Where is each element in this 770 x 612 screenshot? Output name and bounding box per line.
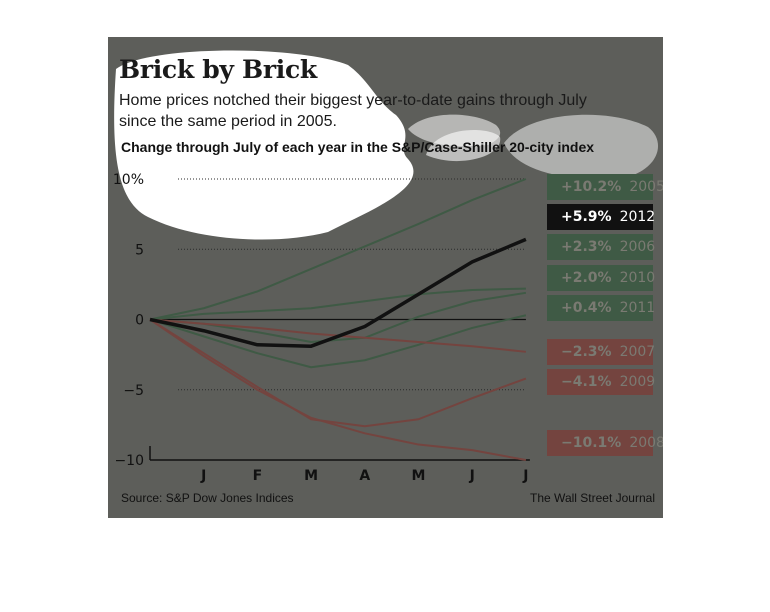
- y-tick-label: 0: [135, 313, 144, 329]
- series-label-value: +2.0%: [561, 270, 612, 286]
- series-label-year: 2006: [619, 239, 656, 255]
- y-tick-label: 5: [135, 242, 144, 258]
- x-tick-label: A: [359, 468, 370, 484]
- series-label-value: −10.1%: [561, 435, 622, 451]
- series-label-2007: −2.3% 2007: [547, 339, 656, 365]
- series-label-2006: +2.3% 2006: [547, 234, 656, 260]
- x-tick-label: F: [253, 468, 263, 484]
- y-tick-label: −10: [114, 453, 144, 469]
- series-label-2008: −10.1% 2008: [547, 430, 663, 456]
- source-note: Source: S&P Dow Jones Indices: [121, 491, 294, 505]
- series-label-year: 2007: [619, 344, 656, 360]
- glare-highlight: [114, 50, 659, 240]
- line-chart: 10% 5 0 −5 −10 J F M A M J J: [113, 172, 530, 484]
- series-lines: [149, 178, 527, 461]
- series-label-2010: +2.0% 2010: [547, 265, 656, 291]
- series-label-year: 2011: [619, 300, 656, 316]
- series-line-2008: [149, 318, 527, 461]
- series-label-2005: +10.2% 2005: [547, 174, 663, 200]
- series-label-2012: +5.9% 2012: [547, 204, 656, 230]
- grid-lines: [150, 178, 526, 391]
- y-tick-label: 10%: [113, 172, 144, 188]
- x-tick-label: J: [522, 468, 528, 484]
- series-line-2009: [149, 318, 527, 428]
- credit-note: The Wall Street Journal: [530, 491, 655, 505]
- x-tick-label: J: [200, 468, 206, 484]
- series-label-year: 2005: [629, 179, 663, 195]
- series-label-year: 2009: [619, 374, 656, 390]
- series-label-value: +10.2%: [561, 179, 622, 195]
- series-line-2011: [149, 314, 527, 369]
- subtitle-line-1: Home prices notched their biggest year-t…: [119, 92, 587, 109]
- subtitle-line-2: since the same period in 2005.: [119, 113, 337, 130]
- page-title: Brick by Brick: [119, 55, 317, 84]
- x-tick-label: M: [304, 468, 318, 484]
- series-label-value: +0.4%: [561, 300, 612, 316]
- x-tick-label: M: [412, 468, 426, 484]
- series-label-2009: −4.1% 2009: [547, 369, 656, 395]
- x-tick-label: J: [469, 468, 475, 484]
- series-label-year: 2008: [629, 435, 663, 451]
- index-label: Change through July of each year in the …: [121, 139, 595, 155]
- series-line-2005: [149, 178, 527, 321]
- series-label-2011: +0.4% 2011: [547, 295, 656, 321]
- series-label-value: −2.3%: [561, 344, 612, 360]
- series-line-2012: [149, 237, 527, 348]
- series-label-value: +5.9%: [561, 209, 612, 225]
- series-label-value: −4.1%: [561, 374, 612, 390]
- series-line-2006: [149, 287, 526, 321]
- y-axis-ticks: 10% 5 0 −5 −10: [113, 172, 144, 469]
- chart-card: Brick by Brick Home prices notched their…: [108, 37, 663, 518]
- series-label-year: 2012: [619, 209, 656, 225]
- y-tick-label: −5: [123, 383, 144, 399]
- series-label-year: 2010: [619, 270, 656, 286]
- series-label-value: +2.3%: [561, 239, 612, 255]
